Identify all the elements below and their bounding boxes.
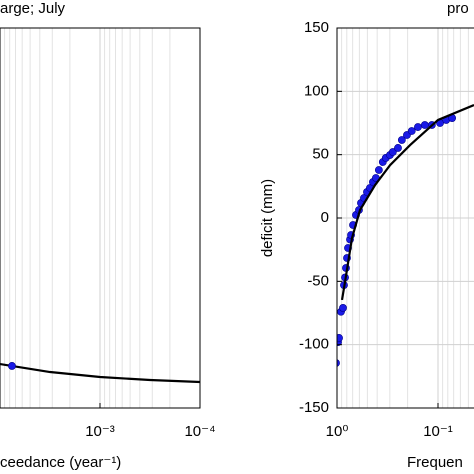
axes-frame — [0, 27, 201, 409]
data-point — [397, 136, 406, 144]
data-point — [394, 144, 402, 152]
data-point — [339, 304, 347, 312]
data-point — [374, 166, 383, 174]
x-tick-label: 10⁻³ — [85, 423, 115, 440]
data-point — [8, 362, 16, 370]
chart-title: arge; July — [0, 0, 66, 17]
y-tick-label: 0 — [321, 209, 329, 226]
data-point — [337, 359, 340, 367]
chart-title: pro — [447, 0, 469, 17]
x-axis-label: Frequen — [407, 454, 463, 471]
data-point — [388, 148, 397, 156]
y-tick-label: 50 — [312, 146, 329, 163]
data-point — [407, 127, 416, 135]
axes-frame — [336, 27, 474, 409]
data-line — [0, 362, 200, 384]
y-tick-label: -150 — [299, 399, 329, 416]
x-tick-label: 10⁻¹ — [423, 423, 453, 440]
x-tick-label: 10⁻⁴ — [184, 423, 215, 440]
y-tick-label: -100 — [299, 336, 329, 353]
y-axis-label: deficit (mm) — [259, 179, 276, 257]
data-point — [420, 121, 429, 129]
data-line — [340, 103, 474, 301]
data-point — [337, 334, 343, 342]
plot-area — [337, 28, 474, 408]
y-tick-label: 100 — [304, 82, 329, 99]
y-tick-label: -50 — [307, 272, 329, 289]
data-point — [414, 123, 422, 131]
y-tick-label: 150 — [304, 19, 329, 36]
x-tick-label: 10⁰ — [326, 423, 349, 440]
x-axis-label: ceedance (year⁻¹) — [0, 454, 121, 471]
plot-area — [0, 28, 200, 408]
